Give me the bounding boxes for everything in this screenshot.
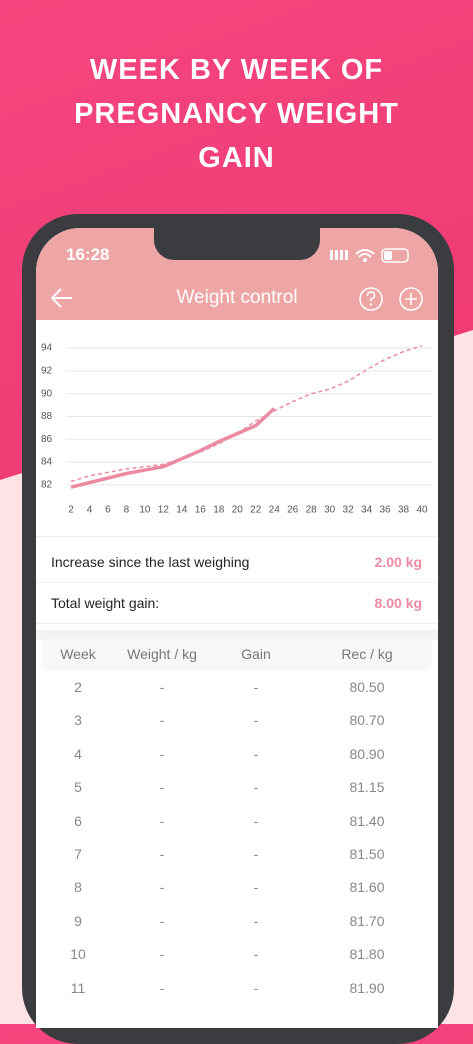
x-tick-label: 32 (343, 505, 355, 516)
y-tick-label: 84 (41, 457, 53, 468)
x-tick-label: 34 (361, 505, 373, 516)
x-tick-label: 2 (68, 505, 74, 516)
summary-row: Total weight gain: 8.00 kg (36, 583, 438, 624)
back-button[interactable] (48, 286, 78, 310)
header-cell: Week (60, 646, 96, 662)
x-tick-label: 8 (124, 505, 130, 516)
x-tick-label: 30 (324, 505, 336, 516)
table-cell: - (253, 846, 259, 862)
x-tick-label: 12 (158, 505, 170, 516)
add-button[interactable] (398, 286, 424, 312)
table-cell: 81.60 (349, 879, 385, 896)
y-tick-label: 90 (41, 388, 53, 399)
x-tick-label: 14 (176, 505, 188, 516)
x-tick-label: 38 (398, 505, 410, 516)
table-cell: - (159, 812, 165, 829)
table-cell: 6 (74, 812, 82, 829)
x-tick-label: 36 (379, 505, 391, 516)
table-cell: - (159, 745, 165, 762)
table-cell: 81.90 (349, 979, 385, 996)
table-cell: 7 (74, 846, 82, 862)
table-cell: 80.90 (349, 745, 385, 762)
table-cell: 81.15 (349, 779, 385, 796)
table-cell: - (253, 779, 259, 796)
table-cell: - (159, 912, 165, 929)
table-cell: - (159, 712, 165, 729)
summary-value: 2.00 kg (374, 554, 422, 570)
status-icons (330, 248, 409, 263)
table-cell: 11 (70, 979, 86, 996)
notch (154, 228, 320, 260)
y-tick-label: 92 (41, 366, 53, 377)
table-cell: - (253, 979, 259, 996)
table-cell: - (253, 912, 259, 929)
summary-label: Total weight gain: (51, 595, 160, 611)
status-time: 16:28 (66, 245, 110, 264)
table-cell: - (159, 779, 165, 796)
summary-label: Increase since the last weighing (51, 554, 250, 570)
divider (36, 536, 438, 537)
x-tick-label: 4 (87, 505, 93, 516)
table-cell: - (253, 946, 259, 963)
separator (36, 630, 438, 640)
table-cell: 81.70 (349, 912, 385, 929)
table-cell: 5 (74, 779, 82, 796)
header-cell: Gain (241, 646, 271, 662)
help-button[interactable] (358, 286, 384, 312)
header-cell: Rec / kg (341, 646, 393, 662)
table-cell: - (159, 846, 165, 862)
table-cell: - (253, 812, 259, 829)
table-cell: - (159, 946, 165, 963)
table-cell: - (159, 979, 165, 996)
nav-title: Weight control (176, 287, 298, 308)
y-tick-label: 86 (41, 434, 53, 445)
x-tick-label: 24 (269, 505, 281, 516)
table-cell: 81.40 (349, 812, 385, 829)
header-cell: Weight / kg (127, 646, 197, 662)
table: Week Weight / kg Gain Rec / kg 2 - - 80.50 3 - - 80… (36, 228, 438, 1028)
y-tick-label: 82 (41, 480, 53, 491)
summary-row: Increase since the last weighing 2.00 kg (36, 542, 438, 583)
banner-title: WEEK BY WEEK OF PREGNANCY WEIGHT GAIN (74, 54, 399, 174)
table-cell: - (159, 879, 165, 896)
table-cell: 9 (74, 912, 82, 929)
x-tick-label: 18 (213, 505, 225, 516)
header: 16:28 Weight control (36, 228, 438, 320)
x-tick-label: 40 (416, 505, 428, 516)
table-cell: 10 (70, 946, 86, 963)
table-cell: 3 (74, 712, 82, 729)
x-tick-label: 6 (105, 505, 111, 516)
table-cell: - (253, 679, 259, 695)
y-tick-label: 94 (41, 343, 53, 354)
table-cell: 80.70 (349, 712, 385, 729)
table-header (42, 638, 432, 670)
summary-value: 8.00 kg (374, 595, 422, 611)
series-line (70, 345, 423, 483)
table-cell: - (253, 712, 259, 729)
table-cell: 8 (74, 879, 82, 896)
x-tick-label: 16 (195, 505, 207, 516)
x-tick-label: 22 (250, 505, 262, 516)
x-tick-label: 28 (306, 505, 318, 516)
screen: 16:28 Weight control 82 84 86 88 90 92 94 2 4 6 8 1… (36, 228, 438, 1028)
y-tick-label: 88 (41, 411, 53, 422)
table-cell: 81.50 (349, 846, 385, 862)
table-cell: 4 (74, 745, 82, 762)
table-cell: - (253, 879, 259, 896)
table-cell: - (159, 679, 165, 695)
x-tick-label: 20 (232, 505, 244, 516)
table-cell: 81.80 (349, 946, 385, 963)
x-tick-label: 10 (139, 505, 151, 516)
table-cell: - (253, 745, 259, 762)
x-tick-label: 26 (287, 505, 299, 516)
table-cell: 80.50 (349, 679, 385, 695)
table-cell: 2 (74, 679, 82, 695)
